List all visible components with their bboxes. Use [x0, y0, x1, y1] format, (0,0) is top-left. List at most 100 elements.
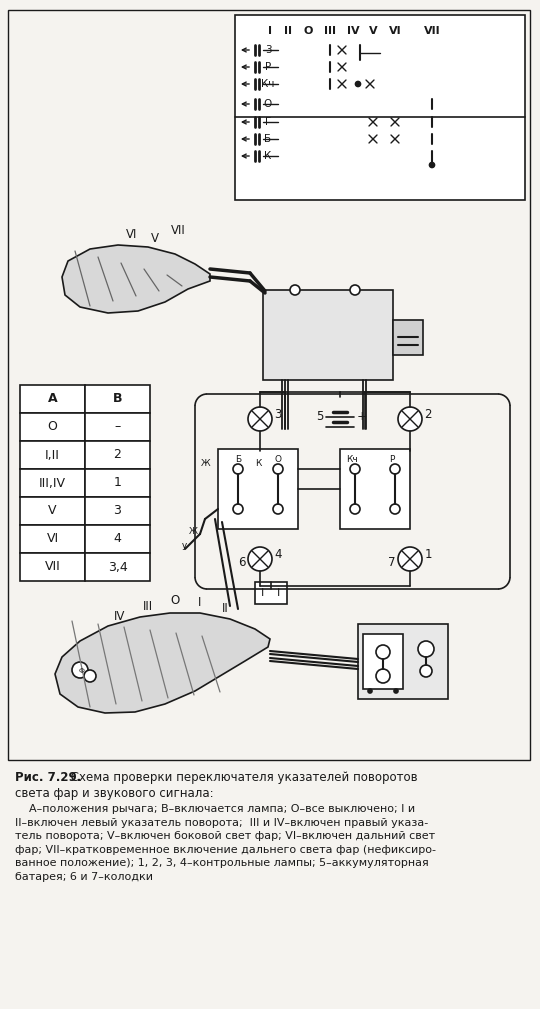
Bar	[235, 15, 525, 200]
Circle shape	[376, 669, 390, 683]
Text: света фар и звукового сигнала:: света фар и звукового сигнала:	[15, 787, 214, 800]
Text: О: О	[274, 454, 281, 463]
Bar	[393, 320, 423, 355]
Text: –: –	[114, 421, 120, 434]
Bar	[85, 469, 150, 497]
Circle shape	[248, 407, 272, 431]
Text: I: I	[268, 26, 272, 36]
Text: I,II: I,II	[45, 448, 60, 461]
Circle shape	[233, 504, 243, 514]
Text: IV: IV	[347, 26, 359, 36]
Circle shape	[72, 662, 88, 678]
Text: IV: IV	[114, 609, 126, 623]
Text: У: У	[181, 543, 186, 552]
Text: Кч: Кч	[261, 79, 275, 89]
Bar	[363, 634, 403, 689]
Text: +: +	[357, 411, 367, 424]
Bar	[358, 624, 448, 699]
Text: 4: 4	[274, 549, 282, 561]
Text: О: О	[48, 421, 57, 434]
Circle shape	[390, 504, 400, 514]
Text: O: O	[303, 26, 313, 36]
Text: I: I	[198, 595, 201, 608]
Text: III,IV: III,IV	[39, 476, 66, 489]
Text: II: II	[221, 602, 228, 615]
Circle shape	[394, 689, 398, 693]
Text: 7: 7	[388, 557, 396, 569]
Text: 3,4: 3,4	[107, 561, 127, 573]
Bar	[85, 413, 150, 441]
Bar	[20, 469, 85, 497]
Circle shape	[355, 82, 361, 87]
Text: О: О	[264, 99, 272, 109]
Text: 1: 1	[113, 476, 122, 489]
Bar	[218, 449, 298, 529]
Circle shape	[350, 464, 360, 474]
Bar	[20, 413, 85, 441]
Text: I: I	[261, 588, 265, 598]
Circle shape	[420, 665, 432, 677]
Text: В: В	[113, 393, 122, 406]
Text: Р: Р	[265, 62, 271, 72]
Text: I: I	[278, 588, 281, 598]
Bar	[20, 441, 85, 469]
Text: V: V	[151, 232, 159, 245]
Circle shape	[376, 645, 390, 659]
Text: Б: Б	[235, 454, 241, 463]
Bar	[340, 449, 410, 529]
Bar	[20, 525, 85, 553]
Text: VII: VII	[424, 26, 440, 36]
Circle shape	[390, 464, 400, 474]
Bar	[85, 385, 150, 413]
Text: А–положения рычага; В–включается лампа; О–все выключено; I и
II–включен левый ук: А–положения рычага; В–включается лампа; …	[15, 804, 436, 882]
Text: 4: 4	[113, 533, 122, 546]
Text: 2: 2	[424, 409, 432, 422]
Text: Б: Б	[265, 134, 272, 144]
Text: Кч: Кч	[346, 454, 358, 463]
Bar	[85, 553, 150, 581]
Bar	[255, 582, 287, 604]
Text: II: II	[284, 26, 292, 36]
Circle shape	[429, 162, 435, 167]
Circle shape	[84, 670, 96, 682]
Circle shape	[398, 547, 422, 571]
Text: III: III	[324, 26, 336, 36]
Text: O: O	[171, 594, 180, 607]
Bar	[20, 497, 85, 525]
Circle shape	[273, 504, 283, 514]
Text: VI: VI	[126, 228, 138, 241]
Text: 5: 5	[316, 411, 323, 424]
Polygon shape	[55, 613, 270, 713]
Circle shape	[398, 407, 422, 431]
Text: 3: 3	[113, 504, 122, 518]
Bar	[85, 441, 150, 469]
Bar	[20, 553, 85, 581]
Text: К: К	[265, 151, 272, 161]
Text: V: V	[48, 504, 57, 518]
Text: Ф: Ф	[79, 668, 85, 674]
Text: Схема проверки переключателя указателей поворотов: Схема проверки переключателя указателей …	[67, 771, 417, 784]
Polygon shape	[62, 245, 210, 313]
Text: 2: 2	[113, 448, 122, 461]
Circle shape	[350, 504, 360, 514]
Text: Рис. 7.29.: Рис. 7.29.	[15, 771, 82, 784]
Text: 6: 6	[238, 557, 246, 569]
Text: А: А	[48, 393, 57, 406]
Bar	[8, 10, 530, 760]
Bar	[263, 290, 393, 380]
Text: Ж: Ж	[201, 459, 211, 468]
Text: VI: VI	[389, 26, 401, 36]
Text: V: V	[369, 26, 377, 36]
Circle shape	[368, 689, 372, 693]
Text: К: К	[255, 459, 261, 468]
Circle shape	[350, 285, 360, 295]
Bar	[85, 525, 150, 553]
Bar	[85, 497, 150, 525]
Text: Г: Г	[265, 117, 271, 127]
Text: Р: Р	[389, 454, 395, 463]
Text: III: III	[143, 599, 153, 612]
Circle shape	[290, 285, 300, 295]
Text: 3: 3	[265, 45, 271, 55]
Circle shape	[418, 641, 434, 657]
Circle shape	[248, 547, 272, 571]
